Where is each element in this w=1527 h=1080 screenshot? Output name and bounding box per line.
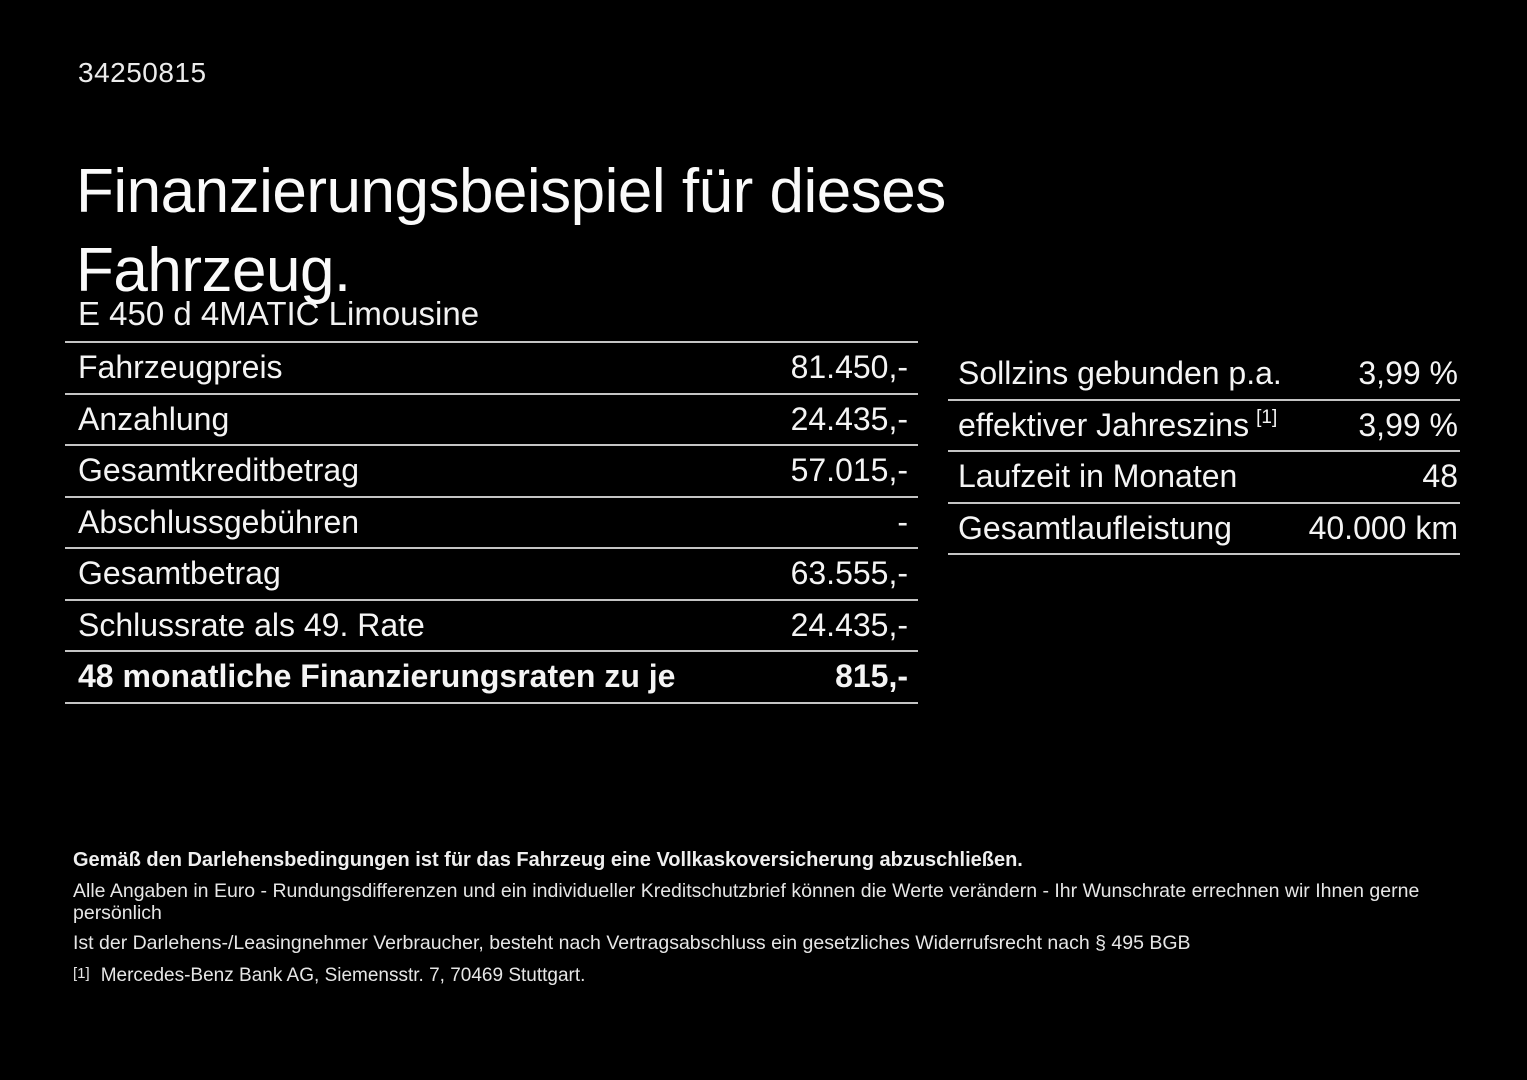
row-label: Gesamtlaufleistung [958,509,1232,546]
vehicle-model: E 450 d 4MATIC Limousine [78,295,480,332]
row-label: Anzahlung [78,400,230,437]
row-value: 63.555,- [790,555,908,592]
row-gesamtkreditbetrag: Gesamtkreditbetrag 57.015,- [65,446,918,498]
footer-disclaimer-1: Alle Angaben in Euro - Rundungsdifferenz… [73,880,1420,924]
row-gesamtbetrag: Gesamtbetrag 63.555,- [65,549,918,601]
row-gesamtlaufleistung: Gesamtlaufleistung 40.000 km [948,504,1460,555]
row-monatsrate: 48 monatliche Finanzierungsraten zu je 8… [65,652,918,704]
row-value: 24.435,- [790,400,908,437]
row-label: Fahrzeugpreis [78,349,283,386]
row-value: 3,99 % [1358,406,1458,443]
footnote-text: Mercedes-Benz Bank AG, Siemensstr. 7, 70… [100,965,586,986]
row-label: Abschlussgebühren [78,503,360,540]
page-title: Finanzierungsbeispiel für dieses Fahrzeu… [76,156,946,305]
row-value: 48 [1422,458,1458,495]
footer-disclaimer-2: Ist der Darlehens-/Leasingnehmer Verbrau… [73,932,1191,954]
row-value: 3,99 % [1358,355,1458,392]
row-fahrzeugpreis: Fahrzeugpreis 81.450,- [65,343,918,395]
row-value: 40.000 km [1308,509,1458,546]
row-effektiver-jahreszins: effektiver Jahreszins [1] 3,99 % [948,401,1460,452]
row-value: - [897,503,908,540]
row-anzahlung: Anzahlung 24.435,- [65,395,918,446]
footer-insurance-note: Gemäß den Darlehensbedingungen ist für d… [73,849,1023,871]
row-value: 81.450,- [790,349,908,386]
finance-table: Fahrzeugpreis 81.450,- Anzahlung 24.435,… [65,341,918,704]
document-id: 34250815 [78,57,207,88]
row-label: effektiver Jahreszins [1] [958,406,1278,443]
footnote-ref-1: [1] [1256,406,1278,428]
row-schlussrate: Schlussrate als 49. Rate 24.435,- [65,601,918,652]
row-value: 24.435,- [790,606,908,643]
row-label: Sollzins gebunden p.a. [958,355,1282,392]
row-label: Schlussrate als 49. Rate [78,606,425,643]
footer: Gemäß den Darlehensbedingungen ist für d… [73,849,1473,988]
row-laufzeit: Laufzeit in Monaten 48 [948,452,1460,504]
row-label: 48 monatliche Finanzierungsraten zu je [78,658,676,695]
footer-footnote: [1] Mercedes-Benz Bank AG, Siemensstr. 7,… [73,965,1473,988]
row-label: Gesamtkreditbetrag [78,452,360,489]
finance-tables: Fahrzeugpreis 81.450,- Anzahlung 24.435,… [65,341,1460,704]
row-abschlussgebuehren: Abschlussgebühren - [65,498,918,549]
row-value: 57.015,- [790,452,908,489]
row-label: Gesamtbetrag [78,555,281,592]
conditions-table: Sollzins gebunden p.a. 3,99 % effektiver… [948,349,1460,555]
row-sollzins: Sollzins gebunden p.a. 3,99 % [948,349,1460,401]
row-label: Laufzeit in Monaten [958,458,1238,495]
row-value: 815,- [835,658,908,695]
footnote-marker: [1] [73,965,90,982]
